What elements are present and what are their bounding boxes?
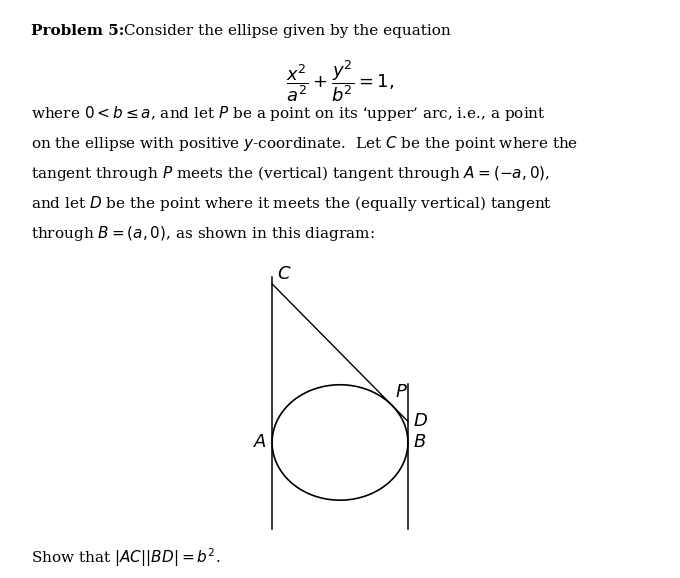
Text: Show that $|AC||BD| = b^2$.: Show that $|AC||BD| = b^2$. [31, 546, 220, 569]
Text: $D$: $D$ [413, 413, 428, 431]
Text: $B$: $B$ [413, 434, 426, 451]
Text: $P$: $P$ [394, 383, 407, 401]
Text: Consider the ellipse given by the equation: Consider the ellipse given by the equati… [119, 24, 451, 38]
Text: where $0 < b \leq a$, and let $P$ be a point on its ‘upper’ arc, i.e., a point: where $0 < b \leq a$, and let $P$ be a p… [31, 104, 545, 123]
Text: Problem 5:: Problem 5: [31, 24, 124, 38]
Text: $C$: $C$ [277, 265, 291, 283]
Text: on the ellipse with positive $y$-coordinate.  Let $C$ be the point where the: on the ellipse with positive $y$-coordin… [31, 134, 578, 153]
Text: through $B = (a, 0)$, as shown in this diagram:: through $B = (a, 0)$, as shown in this d… [31, 224, 374, 243]
Text: $A$: $A$ [254, 434, 267, 451]
Text: $\dfrac{x^2}{a^2} + \dfrac{y^2}{b^2} = 1,$: $\dfrac{x^2}{a^2} + \dfrac{y^2}{b^2} = 1… [286, 58, 394, 103]
Text: tangent through $P$ meets the (vertical) tangent through $A = (-a, 0)$,: tangent through $P$ meets the (vertical)… [31, 164, 549, 183]
Text: and let $D$ be the point where it meets the (equally vertical) tangent: and let $D$ be the point where it meets … [31, 194, 551, 213]
